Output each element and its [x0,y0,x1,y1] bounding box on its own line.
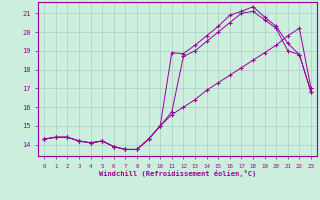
X-axis label: Windchill (Refroidissement éolien,°C): Windchill (Refroidissement éolien,°C) [99,170,256,177]
